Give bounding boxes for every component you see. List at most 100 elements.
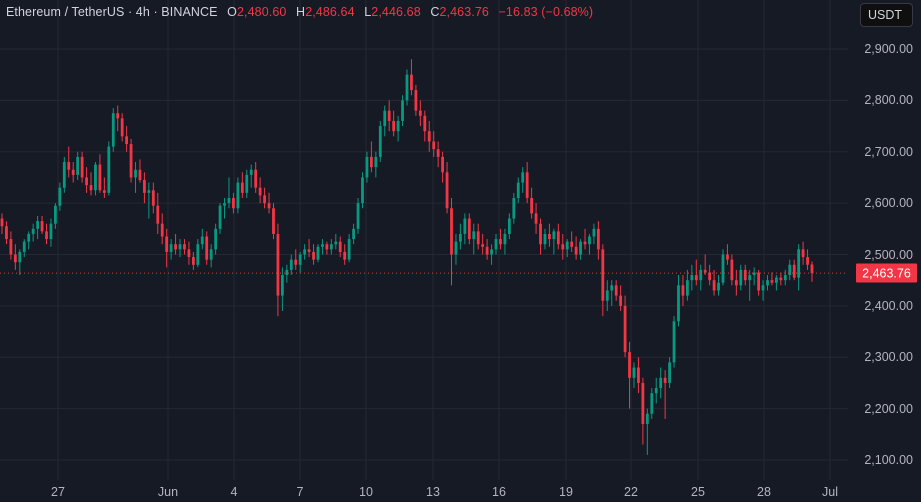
candle [450, 197, 453, 286]
price-tick-label: 2,200.00 [864, 401, 913, 416]
candle [343, 244, 347, 265]
candle [276, 223, 280, 317]
candle [9, 231, 13, 260]
candle [539, 218, 542, 255]
time-tick-label: 16 [492, 485, 506, 499]
candle [378, 120, 382, 163]
candle [454, 233, 458, 265]
candle [178, 239, 182, 258]
candle [592, 223, 596, 245]
candle [463, 213, 467, 245]
candle [138, 159, 142, 183]
candle [757, 269, 760, 296]
candle [387, 100, 391, 132]
candle [18, 249, 22, 276]
candle [49, 218, 53, 247]
candle [312, 244, 315, 265]
candle [263, 187, 266, 209]
candle [98, 154, 102, 193]
candle [191, 251, 195, 270]
candle [0, 213, 4, 234]
candle [125, 126, 129, 152]
candle [637, 357, 640, 394]
candlestick-chart[interactable] [0, 0, 848, 480]
candle [734, 269, 738, 296]
candle [303, 244, 307, 260]
candle [129, 138, 133, 183]
candle [743, 264, 747, 286]
price-axis[interactable]: 2,900.00 2,800.00 2,700.00 2,600.00 2,500.00… [848, 0, 921, 480]
candle [530, 187, 534, 219]
candle [80, 151, 84, 183]
candle [174, 233, 177, 255]
candle [5, 221, 8, 245]
time-axis[interactable]: 27 Jun 4 7 10 13 16 19 22 25 28 Jul [0, 480, 921, 502]
candle [739, 264, 743, 291]
candle [641, 377, 645, 445]
candle [761, 280, 765, 301]
candle [120, 113, 124, 142]
candle [570, 231, 574, 252]
candle [58, 182, 62, 211]
candle [298, 251, 302, 273]
candle [27, 231, 31, 250]
candle [441, 151, 445, 183]
candle [766, 275, 769, 291]
open-value: 2,480.60 [237, 5, 287, 19]
candle [254, 162, 258, 193]
candle [730, 254, 734, 286]
candle [249, 164, 253, 188]
chart-plot-area[interactable] [0, 0, 848, 480]
candle [752, 267, 756, 286]
last-price-tag: 2,463.76 [856, 263, 917, 283]
candle [245, 169, 249, 198]
candle [525, 162, 529, 204]
candle [561, 233, 565, 260]
price-tick-label: 2,400.00 [864, 298, 913, 313]
candle [619, 285, 623, 312]
price-tick-label: 2,800.00 [864, 93, 913, 108]
candle [552, 228, 556, 255]
candle [650, 388, 654, 419]
currency-button[interactable]: USDT [860, 3, 913, 27]
candle [236, 177, 240, 214]
candle [89, 172, 93, 196]
candle [481, 233, 485, 255]
candle [645, 408, 649, 455]
price-tick-label: 2,600.00 [864, 196, 913, 211]
change-value: −16.83 (−0.68%) [498, 5, 594, 19]
candle [726, 244, 729, 265]
candle [356, 197, 360, 234]
candle [267, 192, 271, 214]
time-tick-label: 10 [359, 485, 373, 499]
candle [102, 177, 106, 198]
candle [325, 241, 329, 255]
candle [334, 233, 338, 250]
candle [134, 162, 137, 193]
candle [797, 244, 801, 291]
candle [272, 203, 275, 240]
time-tick-label: Jul [822, 485, 838, 499]
candle [36, 215, 40, 240]
time-tick-label: 19 [559, 485, 573, 499]
candle [432, 131, 436, 157]
candle [67, 146, 71, 178]
low-label: L [364, 5, 372, 19]
candle [423, 110, 427, 142]
candle [316, 244, 320, 263]
close-value: 2,463.76 [439, 5, 489, 19]
candle [770, 272, 774, 286]
candle [200, 228, 204, 250]
candle [476, 223, 480, 250]
candle [783, 269, 787, 286]
candle [374, 151, 378, 178]
candle [151, 182, 155, 214]
candle [232, 192, 235, 214]
candle [748, 269, 752, 301]
candle [352, 223, 355, 245]
symbol-title[interactable]: Ethereum / TetherUS · 4h · BINANCE [6, 5, 218, 19]
high-value: 2,486.64 [305, 5, 355, 19]
candle [677, 275, 680, 327]
candle [401, 95, 404, 127]
candle [534, 203, 538, 234]
